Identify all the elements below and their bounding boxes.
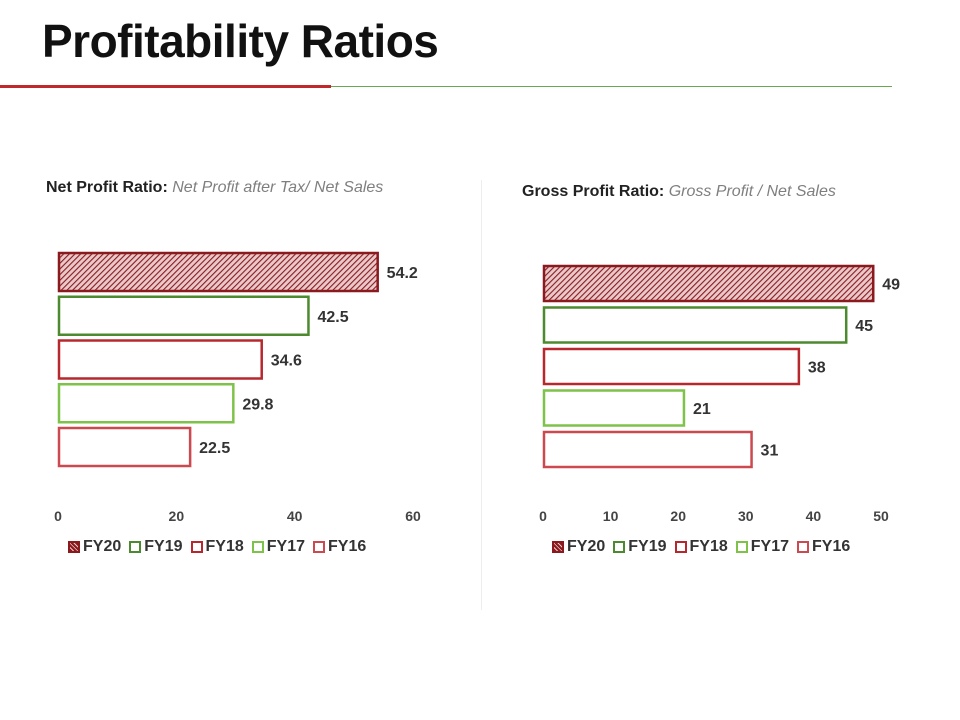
title-underline-green [331,86,892,87]
legend-label: FY19 [144,538,183,555]
legend-label: FY18 [689,538,728,555]
net-profit-legend-item-fy19: FY19 [129,538,183,556]
gross-profit-bar-fy16 [542,430,753,469]
gross-profit-legend: FY20 FY19 FY18 FY17 FY16 [552,538,858,556]
net-profit-legend-item-fy20: FY20 [68,538,121,556]
net-profit-legend: FY20 FY19 FY18 FY17 FY16 [68,538,374,556]
legend-swatch-icon [797,541,809,553]
gross-profit-value-label-fy18: 38 [808,360,826,377]
gross-profit-value-label-fy16: 31 [761,443,779,460]
net-profit-legend-item-fy18: FY18 [190,538,244,556]
gross-profit-legend-item-fy20: FY20 [552,538,605,556]
gross-profit-bar-fy18 [542,347,801,386]
net-profit-bar-fy18 [57,339,263,380]
legend-label: FY17 [750,538,789,555]
legend-swatch-icon [674,541,687,553]
page-title: Profitability Ratios [42,15,439,67]
net-profit-x-tick-60: 60 [405,508,421,524]
net-profit-value-label-fy16: 22.5 [199,440,230,457]
net-profit-value-label-fy19: 42.5 [317,309,348,326]
legend-swatch-icon [735,541,748,553]
net-profit-value-label-fy20: 54.2 [387,265,418,282]
gross-profit-legend-item-fy16: FY16 [797,538,850,556]
gross-profit-value-label-fy20: 49 [882,277,900,294]
legend-swatch-icon [129,541,142,553]
legend-label: FY18 [205,538,244,555]
net-profit-bar-fy16 [57,426,192,468]
net-profit-value-label-fy18: 34.6 [271,353,302,370]
legend-label: FY16 [812,538,851,555]
legend-swatch-icon [613,541,626,553]
gross-profit-value-label-fy19: 45 [855,318,873,335]
legend-swatch-icon [552,541,564,553]
legend-swatch-icon [68,541,80,553]
gross-profit-x-tick-10: 10 [603,508,619,524]
net-profit-chart-title: Net Profit Ratio: [46,179,168,196]
net-profit-legend-item-fy16: FY16 [313,538,366,556]
net-profit-bar-fy17 [57,383,235,424]
gross-profit-legend-item-fy17: FY17 [735,538,789,556]
gross-profit-value-label-fy17: 21 [693,401,711,418]
gross-profit-x-tick-0: 0 [539,508,547,524]
net-profit-chart-heading: Net Profit Ratio: Net Profit after Tax/ … [46,179,383,197]
gross-profit-x-tick-20: 20 [670,508,686,524]
legend-swatch-icon [251,541,264,553]
title-underline-red [0,85,331,88]
net-profit-bar-fy20 [57,251,379,293]
gross-profit-x-tick-40: 40 [806,508,822,524]
net-profit-chart-formula: Net Profit after Tax/ Net Sales [172,179,384,196]
gross-profit-chart-heading: Gross Profit Ratio: Gross Profit / Net S… [522,183,836,201]
gross-profit-legend-item-fy18: FY18 [674,538,728,556]
gross-profit-legend-item-fy19: FY19 [613,538,667,556]
gross-profit-bar-fy20 [542,264,875,303]
chart-divider [481,180,482,610]
gross-profit-x-tick-30: 30 [738,508,754,524]
legend-label: FY16 [328,538,367,555]
net-profit-x-tick-40: 40 [287,508,303,524]
net-profit-legend-item-fy17: FY17 [251,538,305,556]
legend-label: FY17 [266,538,305,555]
legend-swatch-icon [190,541,203,553]
gross-profit-bar-fy17 [542,389,686,427]
net-profit-x-tick-20: 20 [169,508,185,524]
legend-label: FY20 [83,538,122,555]
net-profit-bar-fy19 [57,295,310,336]
legend-swatch-icon [313,541,325,553]
legend-label: FY19 [628,538,667,555]
net-profit-x-tick-0: 0 [54,508,62,524]
gross-profit-chart-title: Gross Profit Ratio: [522,183,665,200]
legend-label: FY20 [567,538,606,555]
gross-profit-bar-fy19 [542,306,848,344]
net-profit-value-label-fy17: 29.8 [242,396,273,413]
gross-profit-chart-formula: Gross Profit / Net Sales [668,183,836,200]
gross-profit-x-tick-50: 50 [873,508,889,524]
